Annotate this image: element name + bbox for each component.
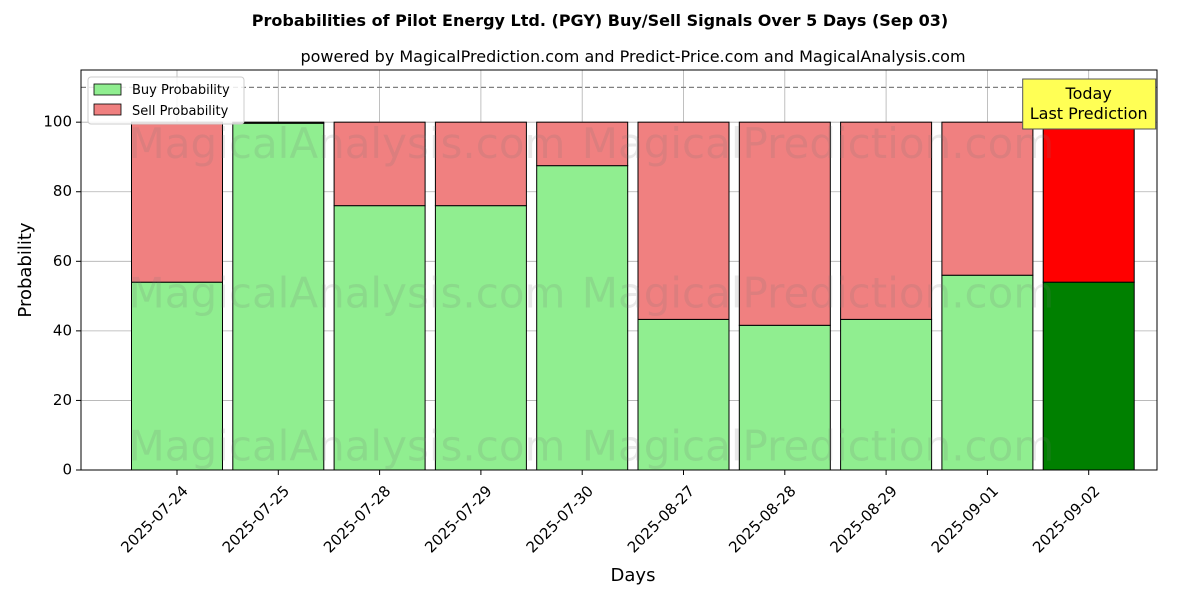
chart-title: Probabilities of Pilot Energy Ltd. (PGY)…: [252, 11, 948, 30]
y-tick-label: 80: [53, 182, 72, 200]
x-tick-label: 2025-08-27: [624, 482, 698, 556]
legend-box: [87, 76, 245, 125]
y-tick-label: 60: [53, 252, 72, 270]
bar-sell-2025-08-27: [637, 121, 730, 320]
y-tick-label: 0: [62, 461, 72, 479]
bar-sell-2025-09-01: [941, 121, 1034, 276]
annotation-box: [1022, 78, 1157, 130]
x-tick-label: 2025-07-28: [320, 482, 394, 556]
bar-buy-2025-07-30: [536, 165, 629, 471]
x-tick-label: 2025-08-28: [725, 482, 799, 556]
watermark-text: MagicalPrediction.com: [582, 269, 1055, 318]
x-tick-label: 2025-08-29: [826, 482, 900, 556]
bar-sell-2025-07-29: [434, 121, 527, 207]
x-axis-label: Days: [611, 565, 656, 586]
watermark-text: MagicalAnalysis.com: [129, 119, 566, 168]
bar-buy-2025-07-24: [131, 281, 223, 471]
watermark-text: MagicalAnalysis.com: [129, 269, 566, 318]
x-tick-label: 2025-07-25: [219, 482, 293, 556]
bar-buy-2025-07-29: [434, 205, 527, 471]
watermarks: MagicalAnalysis.com MagicalPrediction.com…: [129, 119, 1055, 471]
watermark-text: MagicalPrediction.com: [582, 119, 1055, 168]
legend-swatch-sell: [93, 103, 122, 116]
bar-sell-2025-07-28: [333, 121, 426, 207]
watermark-text: MagicalPrediction.com: [582, 422, 1055, 471]
bar-sell-2025-09-02: [1042, 121, 1135, 283]
bar-buy-2025-08-29: [840, 318, 933, 471]
legend-label-sell: Sell Probability: [132, 104, 229, 119]
y-tick-label: 20: [53, 391, 72, 409]
bar-sell-2025-08-29: [840, 121, 933, 320]
bar-sell-2025-08-28: [738, 121, 831, 326]
x-axis-ticks: 2025-07-24 2025-07-25 2025-07-28 2025-07-29…: [117, 470, 1103, 556]
x-tick-label: 2025-09-02: [1029, 482, 1103, 556]
legend-swatch-buy: [93, 83, 122, 96]
legend: Buy Probability Sell Probability: [87, 76, 245, 125]
plot-frame: [80, 69, 1158, 471]
y-axis-ticks: 0 20 40 60 80 100: [43, 113, 81, 479]
x-tick-label: 2025-07-24: [117, 482, 191, 556]
chart-subtitle: powered by MagicalPrediction.com and Pre…: [300, 47, 965, 66]
y-tick-label: 100: [43, 113, 72, 131]
bar-buy-2025-09-01: [941, 274, 1034, 471]
bar-buy-2025-07-28: [333, 205, 426, 471]
bar-sell-2025-07-30: [536, 121, 629, 167]
x-tick-label: 2025-07-29: [421, 482, 495, 556]
bar-sell-2025-07-24: [131, 121, 223, 283]
y-tick-label: 40: [53, 321, 72, 339]
bars: [131, 121, 1135, 471]
annotation-text: Last Prediction: [1030, 104, 1148, 123]
bar-buy-2025-08-28: [738, 324, 831, 471]
legend-label-buy: Buy Probability: [132, 83, 230, 98]
y-axis-label: Probability: [15, 222, 36, 317]
bar-buy-2025-09-02: [1042, 281, 1135, 471]
watermark-text: MagicalAnalysis.com: [129, 422, 566, 471]
x-tick-label: 2025-07-30: [523, 482, 597, 556]
x-tick-label: 2025-09-01: [928, 482, 1002, 556]
bar-buy-2025-08-27: [637, 318, 730, 471]
annotation-text: Today: [1065, 84, 1112, 103]
